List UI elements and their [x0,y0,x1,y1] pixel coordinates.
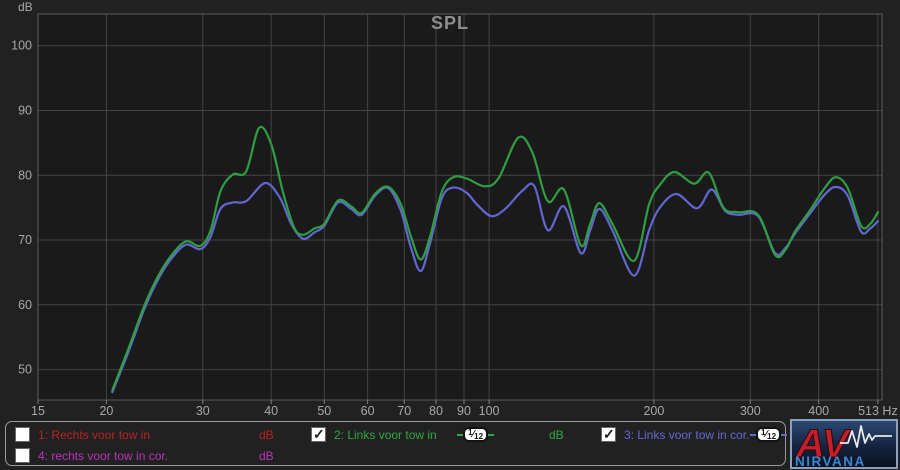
plot-background [38,14,882,400]
series-1-checkbox[interactable] [15,427,30,442]
chart-title: SPL [430,13,469,33]
y-tick-label: 70 [18,233,32,247]
legend-item-4: 4: rechts voor tow in cor. [15,447,168,464]
x-tick-label: 70 [397,404,411,418]
x-tick-label: 20 [99,404,113,418]
legend-item-1: 1: Rechts voor tow in [15,426,150,443]
series-3-label: 3: Links voor tow in cor. [624,427,750,442]
x-tick-label: 50 [317,404,331,418]
x-tick-label: 40 [264,404,278,418]
x-tick-label: 80 [429,404,443,418]
x-tick-label: 100 [479,404,500,418]
x-tick-label: 15 [31,404,45,418]
series-2-smoothing-badge[interactable]: 1 ⁄ 12 [457,426,494,443]
legend-item-2: 2: Links voor tow in [311,426,437,443]
y-tick-label: 90 [18,104,32,118]
x-tick-label: 513 Hz [858,404,898,418]
series-2-checkbox[interactable] [311,426,326,443]
x-tick-label: 90 [457,404,471,418]
series-3-checkbox[interactable] [601,426,616,443]
x-tick-label: 300 [740,404,761,418]
legend-item-3: 3: Links voor tow in cor. [601,426,749,443]
curve-2-links-voor-tow-in [111,125,879,392]
series-2-unit: dB [549,428,564,442]
y-tick-label: 80 [18,168,32,182]
legend-bar: 1: Rechts voor tow in dB 4: rechts voor … [5,421,786,466]
series-2-label: 2: Links voor tow in [334,427,437,442]
series-3-smoothing-badge[interactable]: 1 ⁄ 12 [750,426,787,443]
series-4-label: 4: rechts voor tow in cor. [38,448,169,463]
series-4-unit: dB [259,449,274,463]
logo-av-text: AV [795,422,852,466]
x-tick-label: 30 [196,404,210,418]
y-tick-label: 60 [18,298,32,312]
av-nirvana-logo: AV NIRVANA [790,419,898,469]
x-tick-label: 200 [643,404,664,418]
logo-nirvana-text: NIRVANA [795,454,866,469]
y-tick-label: 50 [18,363,32,377]
y-tick-label: 100 [11,39,32,53]
x-tick-label: 60 [361,404,375,418]
spl-chart-area[interactable]: 15 20 30 40 50 60 70 80 90 100 200 300 400 513 Hz 100 9… [0,0,900,419]
series-1-label: 1: Rechts voor tow in [38,427,151,442]
plot-border [37,13,883,401]
logo-waveform-icon [840,425,892,448]
series-1-unit: dB [259,428,274,442]
logo-background [790,419,898,469]
y-axis-unit-label: dB [18,0,33,14]
spl-chart-svg: 15 20 30 40 50 60 70 80 90 100 200 300 400 513 Hz 100 9… [11,13,898,418]
series-4-checkbox[interactable] [15,448,30,463]
x-tick-label: 400 [808,404,829,418]
